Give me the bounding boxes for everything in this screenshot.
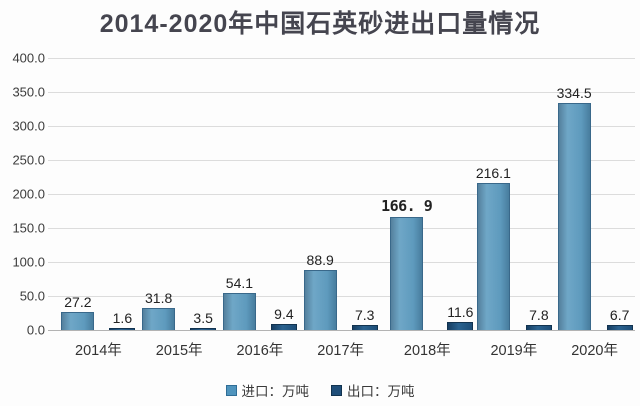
- x-axis-tick-label: 2015年: [155, 343, 203, 359]
- import-bar-column: 88.9: [303, 252, 337, 330]
- chart-title: 2014-2020年中国石英砂进出口量情况: [99, 10, 541, 38]
- export-value-label: 7.3: [354, 307, 375, 323]
- import-bar-column: 54.1: [222, 275, 256, 330]
- y-axis-tick-label: 350.0: [12, 84, 45, 100]
- gridline: [48, 262, 635, 263]
- y-axis-tick-label: 100.0: [12, 254, 45, 270]
- legend-import-label: 进口：万吨: [241, 384, 310, 399]
- bar-group-2016: 54.1 9.4 2016年: [220, 58, 301, 359]
- export-bar: [606, 325, 633, 330]
- import-value-label: 31.8: [145, 290, 173, 306]
- bar-group-2015: 31.8 3.5 2015年: [139, 58, 220, 359]
- x-axis-tick-label: 2014年: [75, 343, 122, 359]
- export-bar: [270, 324, 297, 330]
- export-value-label: 6.7: [609, 307, 630, 323]
- export-bar-column: 11.6: [447, 304, 473, 330]
- y-axis-tick-label: 50.0: [19, 288, 45, 304]
- import-bar: [222, 293, 256, 330]
- export-bar: [447, 322, 474, 330]
- import-value-label: 54.1: [225, 275, 254, 291]
- import-value-label: 334.5: [556, 85, 592, 101]
- gridline: [48, 330, 635, 331]
- import-value-label: 166. 9: [381, 197, 433, 215]
- x-axis-tick-label: 2018年: [403, 343, 451, 359]
- x-axis-tick-label: 2019年: [490, 343, 538, 359]
- export-value-label: 3.5: [193, 310, 213, 326]
- gridline: [48, 296, 635, 297]
- y-axis-tick-label: 150.0: [12, 220, 45, 236]
- import-swatch-icon: [225, 384, 237, 396]
- y-axis-tick-label: 300.0: [12, 118, 45, 134]
- import-value-label: 27.2: [64, 294, 92, 310]
- legend: 进口：万吨 出口：万吨: [0, 380, 640, 400]
- import-bar: [476, 183, 510, 330]
- export-value-label: 7.8: [529, 307, 549, 323]
- import-bar-column: 216.1: [476, 165, 511, 330]
- y-axis-tick-label: 200.0: [12, 186, 45, 202]
- gridline: [48, 92, 635, 93]
- legend-export-label: 出口：万吨: [347, 384, 415, 399]
- import-bar: [61, 312, 95, 330]
- export-bar-column: 9.4: [270, 306, 297, 330]
- import-bar: [142, 308, 176, 330]
- import-bar-column: 166. 9: [381, 197, 433, 330]
- bar-group-2014: 27.2 1.6 2014年: [58, 58, 139, 359]
- gridline: [48, 228, 635, 229]
- y-axis-tick-label: 250.0: [12, 152, 45, 168]
- import-bar-column: 27.2: [61, 294, 95, 330]
- bar-group-2018: 166. 9 11.6 2018年: [381, 58, 473, 359]
- export-bar: [351, 325, 378, 330]
- export-bar-column: 3.5: [190, 310, 217, 330]
- x-axis-tick-label: 2017年: [317, 343, 365, 359]
- gridline: [48, 126, 635, 127]
- export-bar: [109, 328, 136, 330]
- gridline: [48, 160, 635, 161]
- export-swatch-icon: [331, 384, 342, 396]
- gridline: [48, 58, 635, 59]
- x-axis-tick-label: 2016年: [236, 343, 284, 359]
- export-bar-column: 7.8: [525, 307, 552, 330]
- y-axis-tick-label: 0.0: [26, 322, 45, 338]
- export-bar: [190, 328, 217, 330]
- import-bar-column: 31.8: [142, 290, 176, 330]
- legend-item-export: 出口：万吨: [331, 380, 415, 400]
- export-value-label: 1.6: [112, 310, 133, 326]
- export-bar: [525, 325, 552, 330]
- gridline: [48, 194, 635, 195]
- import-bar: [390, 217, 424, 330]
- export-bar-column: 7.3: [351, 307, 378, 330]
- bar-group-2017: 88.9 7.3 2017年: [300, 58, 381, 359]
- export-bar-column: 1.6: [109, 310, 136, 330]
- bar-group-2019: 216.1 7.8 2019年: [473, 58, 554, 359]
- legend-item-import: 进口：万吨: [225, 380, 310, 400]
- import-bar: [303, 270, 337, 330]
- bars-layer: 27.2 1.6 2014年 31.8 3.5 2015年 54.1 9.4 2016年 88.9…: [58, 58, 635, 359]
- y-axis-tick-label: 400.0: [12, 50, 45, 66]
- import-value-label: 88.9: [306, 252, 334, 268]
- import-bar-column: 334.5: [557, 85, 592, 330]
- import-bar: [557, 103, 591, 330]
- plot-area: 400.0 350.0 300.0 250.0 200.0 150.0 100.0 50.0 0…: [12, 51, 635, 359]
- x-axis-tick-label: 2020年: [571, 343, 618, 359]
- import-value-label: 216.1: [475, 165, 511, 181]
- export-value-label: 9.4: [274, 306, 294, 322]
- export-bar-column: 6.7: [606, 307, 633, 330]
- bar-group-2020: 334.5 6.7 2020年: [554, 58, 635, 359]
- export-value-label: 11.6: [447, 304, 474, 320]
